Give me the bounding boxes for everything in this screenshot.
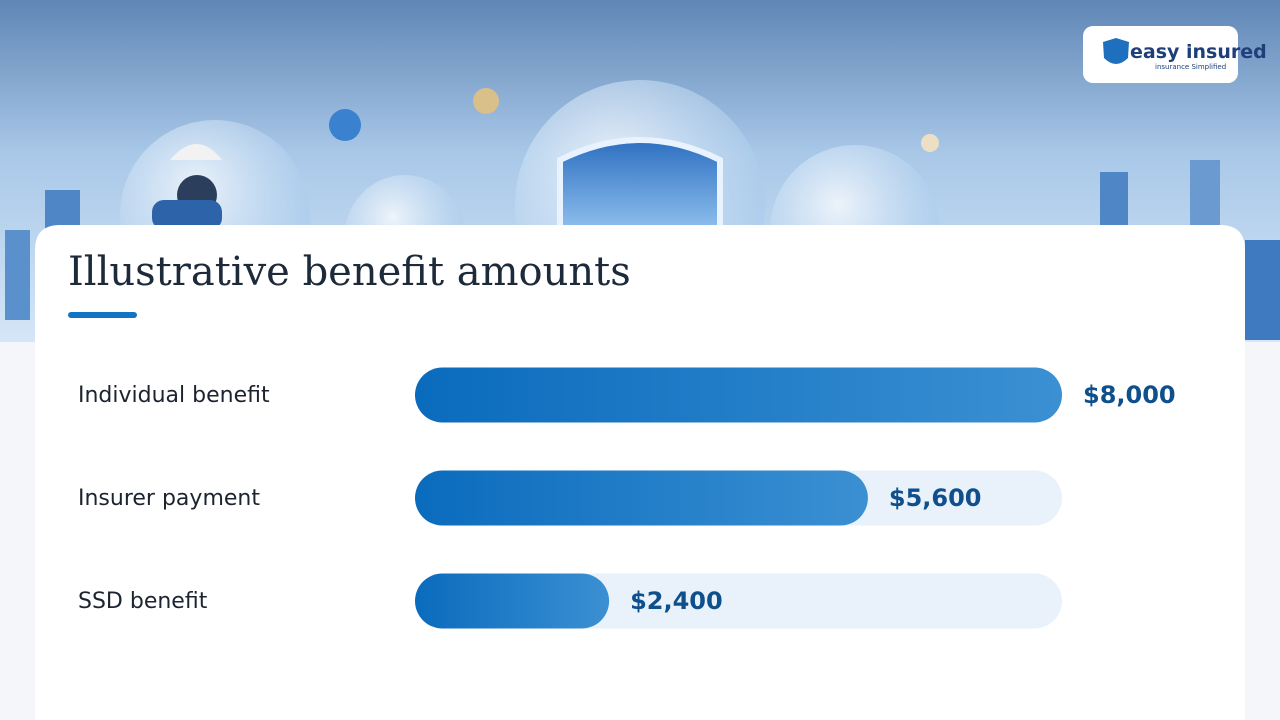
plot: Individual benefit $8,000 Insurer payment $… <box>78 367 1176 629</box>
chart-title: Illustrative benefit amounts <box>68 249 631 295</box>
title-underline <box>68 312 137 318</box>
category-label: Insurer payment <box>78 486 260 511</box>
logo-tagline: insurance Simplified <box>1155 63 1226 71</box>
value-label: $8,000 <box>1083 381 1176 409</box>
logo-name: easy insured <box>1130 41 1267 63</box>
category-label: SSD benefit <box>78 589 208 614</box>
category-label: Individual benefit <box>78 383 270 408</box>
logo: easy insured insurance Simplified <box>1083 26 1267 83</box>
bar <box>415 573 610 629</box>
logo-shield <box>1103 38 1129 64</box>
value-label: $5,600 <box>889 484 982 512</box>
bar <box>415 367 1062 423</box>
value-label: $2,400 <box>630 587 723 615</box>
bar <box>415 470 868 526</box>
